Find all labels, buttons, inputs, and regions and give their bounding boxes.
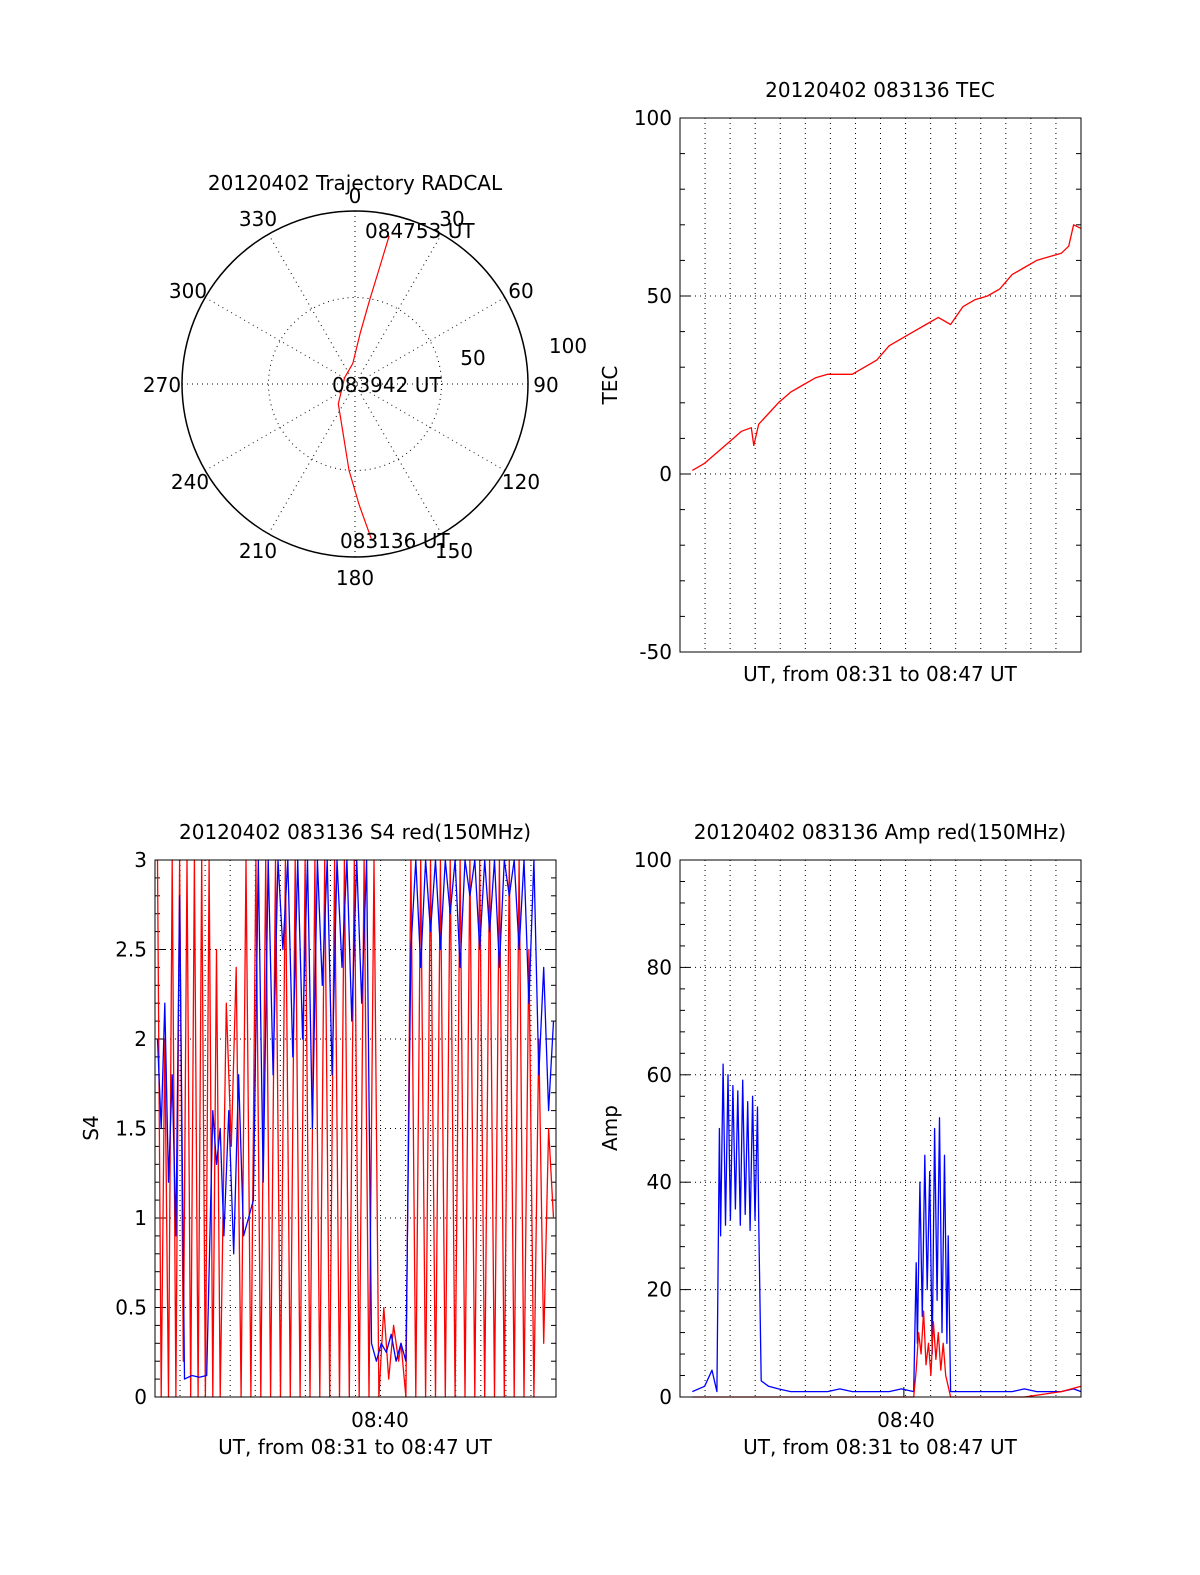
- amp-ytick-label: 100: [634, 848, 672, 872]
- amp-ytick-label: 40: [647, 1170, 672, 1194]
- polar-azimuth-labels: 0 30 60 90 120 150 180 210 240 270 300 330: [143, 184, 559, 590]
- s4-title: 20120402 083136 S4 red(150MHz): [179, 820, 531, 844]
- tec-title: 20120402 083136 TEC: [765, 78, 995, 102]
- amp-series: [692, 1063, 1082, 1398]
- polar-azimuth-label: 270: [143, 373, 181, 397]
- annotation-mid-time: 083942 UT: [332, 373, 442, 397]
- amp-y-axis-label: Amp: [598, 1105, 622, 1151]
- polar-series: [337, 235, 390, 540]
- amp-ytick-label: 60: [647, 1063, 672, 1087]
- polar-grid: [181, 210, 529, 558]
- polar-title: 20120402 Trajectory RADCAL: [208, 171, 503, 195]
- s4-ytick-label: 2: [134, 1027, 147, 1051]
- polar-radial-label-100: 100: [549, 334, 587, 358]
- tec-y-tick-labels: 100 50 0 -50: [634, 106, 672, 664]
- tec-ytick-label: 100: [634, 106, 672, 130]
- polar-azimuth-label: 180: [336, 566, 374, 590]
- annotation-end-time: 084753 UT: [365, 219, 475, 243]
- polar-azimuth-label: 240: [171, 470, 209, 494]
- polar-trajectory-line-0: [337, 235, 390, 540]
- s4-chart: 20120402 083136 S4 red(150MHz) 3 2.5 2 1.5 1…: [79, 820, 557, 1459]
- polar-azimuth-label: 30: [439, 207, 464, 231]
- tec-x-axis-label: UT, from 08:31 to 08:47 UT: [743, 662, 1018, 686]
- s4-ytick-label: 2.5: [115, 938, 147, 962]
- polar-azimuth-label: 90: [533, 373, 558, 397]
- s4-ytick-label: 1.5: [115, 1117, 147, 1141]
- s4-series-line-0: [156, 859, 555, 1398]
- tec-series-line-0: [691, 224, 1082, 471]
- polar-azimuth-label: 330: [239, 207, 277, 231]
- s4-ytick-label: 3: [134, 848, 147, 872]
- amp-series-line-1: [692, 1310, 1082, 1398]
- amp-series-line-0: [692, 1063, 1082, 1393]
- s4-y-axis-label: S4: [79, 1115, 103, 1140]
- amp-ytick-label: 0: [659, 1385, 672, 1409]
- tec-chart: 20120402 083136 TEC 100 50 0 -50 TEC UT, fr…: [598, 78, 1082, 686]
- s4-x-tick-label: 08:40: [351, 1408, 409, 1432]
- tec-y-axis-label: TEC: [598, 366, 622, 406]
- s4-y-tick-labels: 3 2.5 2 1.5 1 0.5 0: [115, 848, 147, 1409]
- polar-azimuth-label: 150: [435, 539, 473, 563]
- tec-ytick-label: -50: [639, 640, 672, 664]
- amp-ytick-label: 80: [647, 955, 672, 979]
- amp-x-axis-label: UT, from 08:31 to 08:47 UT: [743, 1435, 1018, 1459]
- polar-azimuth-label: 60: [508, 279, 533, 303]
- s4-ytick-label: 0: [134, 1385, 147, 1409]
- amp-title: 20120402 083136 Amp red(150MHz): [694, 820, 1066, 844]
- polar-ring-50: [268, 297, 442, 471]
- amp-x-tick-label: 08:40: [877, 1408, 935, 1432]
- polar-trajectory-chart: 20120402 Trajectory RADCAL 0 30 60 90 120 150…: [143, 171, 587, 590]
- tec-plot-frame: [679, 117, 1082, 653]
- polar-azimuth-label: 120: [502, 470, 540, 494]
- polar-azimuth-label: 300: [169, 279, 207, 303]
- amp-axis-ticks: [680, 859, 1081, 1398]
- tec-gridlines: [680, 118, 1081, 652]
- s4-x-axis-label: UT, from 08:31 to 08:47 UT: [218, 1435, 493, 1459]
- tec-series: [691, 224, 1082, 471]
- s4-series: [156, 859, 555, 1398]
- amp-y-tick-labels: 100 80 60 40 20 0: [634, 848, 672, 1409]
- amp-chart: 20120402 083136 Amp red(150MHz) 100 80 60 4…: [598, 820, 1082, 1459]
- s4-plot-frame: [154, 859, 557, 1398]
- amp-plot-frame: [679, 859, 1082, 1398]
- tec-ytick-label: 50: [647, 284, 672, 308]
- annotation-start-time: 083136 UT: [340, 529, 450, 553]
- polar-radial-label-50: 50: [460, 346, 485, 370]
- s4-ytick-label: 0.5: [115, 1296, 147, 1320]
- s4-ytick-label: 1: [134, 1206, 147, 1230]
- polar-azimuth-label: 210: [239, 539, 277, 563]
- s4-series-line-1: [156, 859, 555, 1380]
- amp-gridlines: [680, 860, 1081, 1397]
- polar-azimuth-label: 0: [349, 184, 362, 208]
- tec-ytick-label: 0: [659, 462, 672, 486]
- amp-ytick-label: 20: [647, 1278, 672, 1302]
